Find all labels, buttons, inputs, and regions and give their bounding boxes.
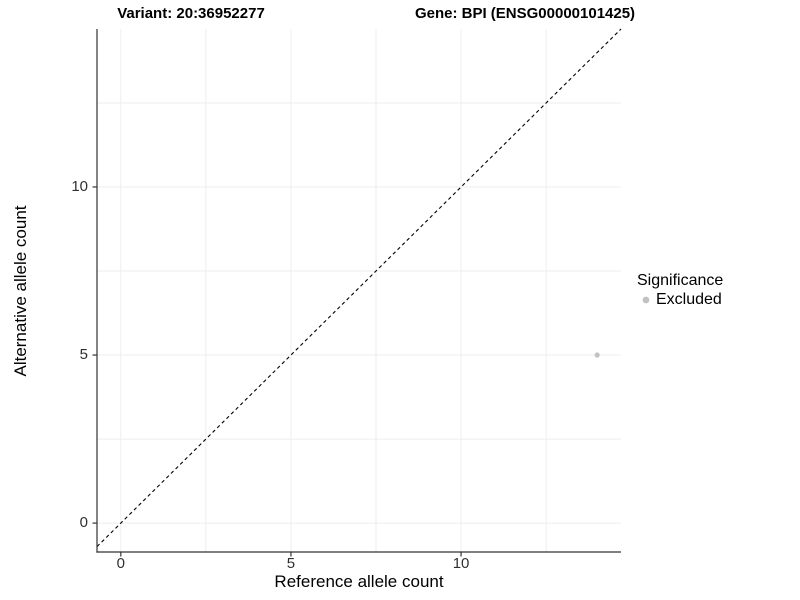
identity-line: [96, 28, 622, 548]
legend-item: Excluded: [637, 290, 723, 309]
variant-title: Variant: 20:36952277: [117, 5, 265, 22]
legend-dot: [642, 296, 650, 303]
x-tick-label: 10: [452, 555, 470, 572]
legend: Significance Excluded: [637, 271, 723, 309]
data-point: [594, 352, 600, 358]
y-tick-label: 10: [71, 177, 88, 195]
y-tick-label: 5: [79, 346, 88, 364]
legend-point-icon: [642, 296, 650, 303]
x-tick-label: 5: [286, 555, 296, 572]
gene-title: Gene: BPI (ENSG00000101425): [414, 5, 636, 22]
x-axis-title: Reference allele count: [274, 572, 444, 591]
legend-title: Significance: [637, 272, 724, 289]
legend-items: Excluded: [637, 290, 723, 309]
x-tick-label: 0: [116, 555, 125, 572]
legend-item-label: Excluded: [656, 291, 722, 308]
y-axis-title: Alternative allele count: [11, 205, 30, 377]
y-tick-label: 0: [79, 514, 88, 532]
